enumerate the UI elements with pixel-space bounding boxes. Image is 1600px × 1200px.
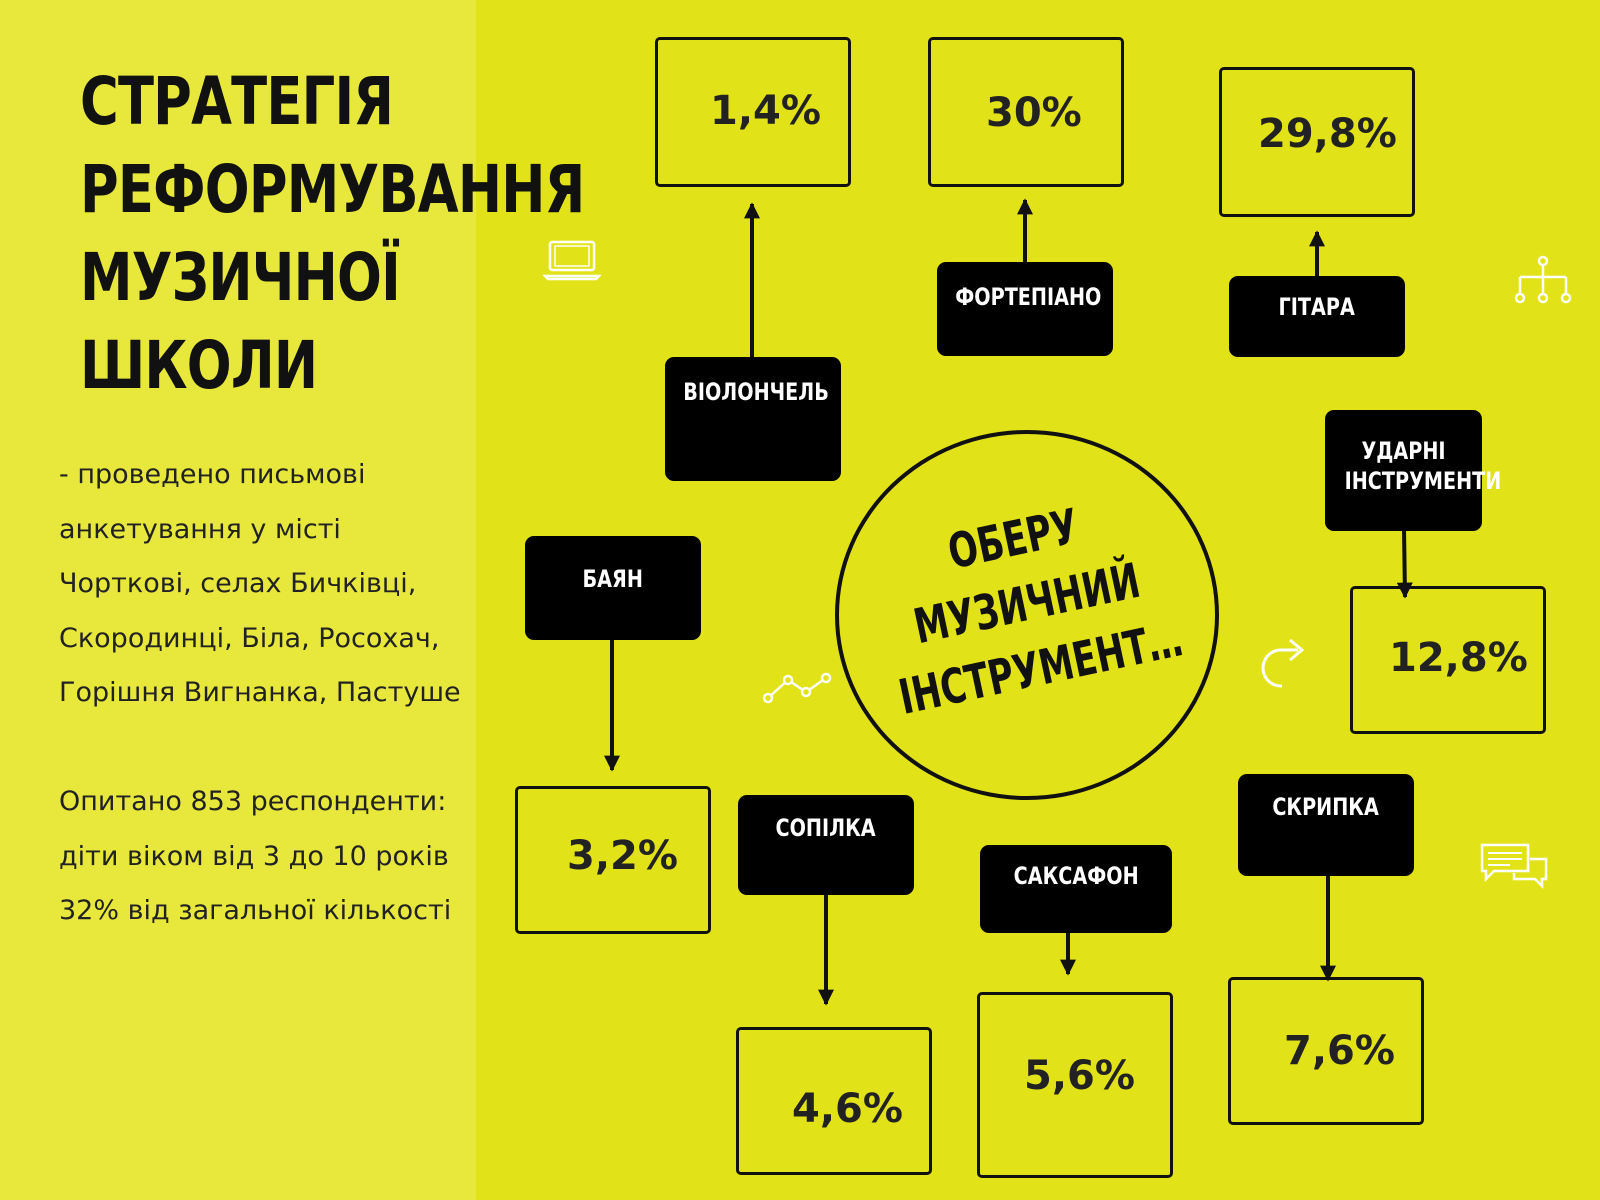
center-circle	[835, 430, 1219, 800]
label-guitar: ГІТАРА	[1229, 276, 1405, 357]
value-piano: 30%	[928, 37, 1124, 187]
title-line: ШКОЛИ	[80, 327, 318, 404]
chat-bubbles-icon	[1480, 843, 1548, 889]
respondents-line: діти віком від 3 до 10 років	[59, 840, 449, 872]
laptop-icon	[543, 240, 601, 281]
respondents-line: 32% від загальної кількості	[59, 895, 452, 926]
arrow-percussion	[1396, 527, 1413, 599]
survey-line: Скородинці, Біла, Росохач,	[59, 622, 440, 654]
value-percussion: 12,8%	[1350, 586, 1546, 734]
line-chart-icon	[762, 672, 832, 704]
label-saxophone: САКСАФОН	[980, 845, 1172, 933]
title-line: МУЗИЧНОЇ	[80, 239, 401, 316]
page-title: СТРАТЕГІЯ РЕФОРМУВАННЯ МУЗИЧНОЇ ШКОЛИ	[80, 58, 585, 410]
survey-description: - проведено письмові анкетування у місті…	[59, 448, 479, 721]
survey-line: Чорткові, селах Бичківці,	[59, 568, 417, 599]
survey-line: Горішня Вигнанка, Пастуше	[59, 677, 461, 708]
value-saxophone: 5,6%	[977, 992, 1173, 1178]
value-bayan: 3,2%	[515, 786, 711, 934]
respondents-summary: Опитано 853 респонденти: діти віком від …	[59, 775, 479, 939]
redo-arrow-icon	[1261, 638, 1305, 688]
respondents-line: Опитано 853 респонденти:	[59, 786, 447, 817]
label-bayan: БАЯН	[525, 536, 701, 640]
value-sopilka: 4,6%	[736, 1027, 932, 1175]
value-guitar: 29,8%	[1219, 67, 1415, 217]
label-piano: ФОРТЕПІАНО	[937, 262, 1113, 356]
value-violoncello: 1,4%	[655, 37, 851, 187]
survey-line: анкетування у місті	[59, 513, 341, 545]
survey-line: - проведено письмові	[59, 459, 366, 490]
left-panel	[0, 0, 476, 1200]
hierarchy-icon	[1514, 255, 1572, 304]
value-violin: 7,6%	[1228, 977, 1424, 1125]
label-violoncello: ВІОЛОНЧЕЛЬ	[665, 357, 841, 481]
label-percussion: УДАРНІ ІНСТРУМЕНТИ	[1325, 410, 1501, 531]
title-line: СТРАТЕГІЯ	[80, 63, 394, 140]
label-sopilka: СОПІЛКА	[738, 795, 914, 895]
label-violin: СКРИПКА	[1238, 774, 1414, 876]
